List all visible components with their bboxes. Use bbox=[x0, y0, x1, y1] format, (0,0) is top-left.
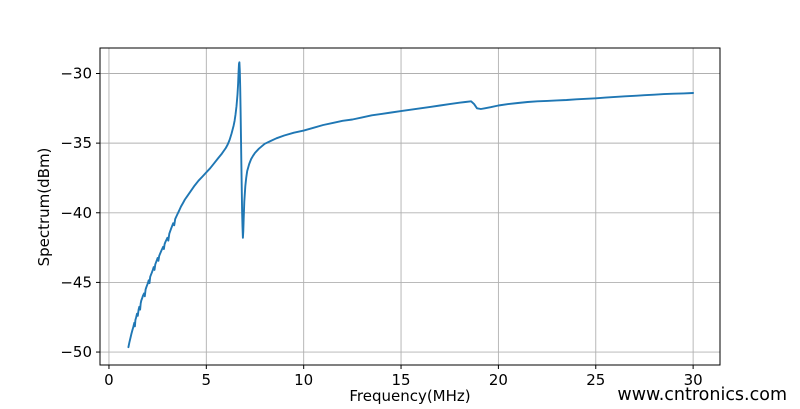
watermark: www.cntronics.com bbox=[617, 385, 787, 405]
tick-labels: 0 5 10 15 20 25 30 −30 −35 −40 −45 −50 bbox=[60, 64, 702, 389]
y-axis-label: Spectrum(dBm) bbox=[35, 148, 53, 267]
plot-border bbox=[99, 47, 721, 366]
spectrum-line bbox=[127, 61, 695, 349]
curve-layer bbox=[127, 61, 695, 349]
x-tick-label: 0 bbox=[104, 371, 114, 389]
x-tick-label: 15 bbox=[391, 371, 410, 389]
x-axis-label: Frequency(MHz) bbox=[349, 387, 470, 405]
y-tick-label: −45 bbox=[60, 273, 92, 291]
x-tick-label: 30 bbox=[684, 371, 703, 389]
x-tick-label: 20 bbox=[489, 371, 508, 389]
y-tick-label: −35 bbox=[60, 134, 92, 152]
y-tick-label: −50 bbox=[60, 343, 92, 361]
y-tick-label: −40 bbox=[60, 204, 92, 222]
x-tick-label: 5 bbox=[202, 371, 212, 389]
axis-ticks bbox=[96, 72, 694, 369]
y-tick-label: −30 bbox=[60, 64, 92, 82]
grid-lines bbox=[100, 48, 720, 365]
x-tick-label: 10 bbox=[294, 371, 313, 389]
x-tick-label: 25 bbox=[586, 371, 605, 389]
